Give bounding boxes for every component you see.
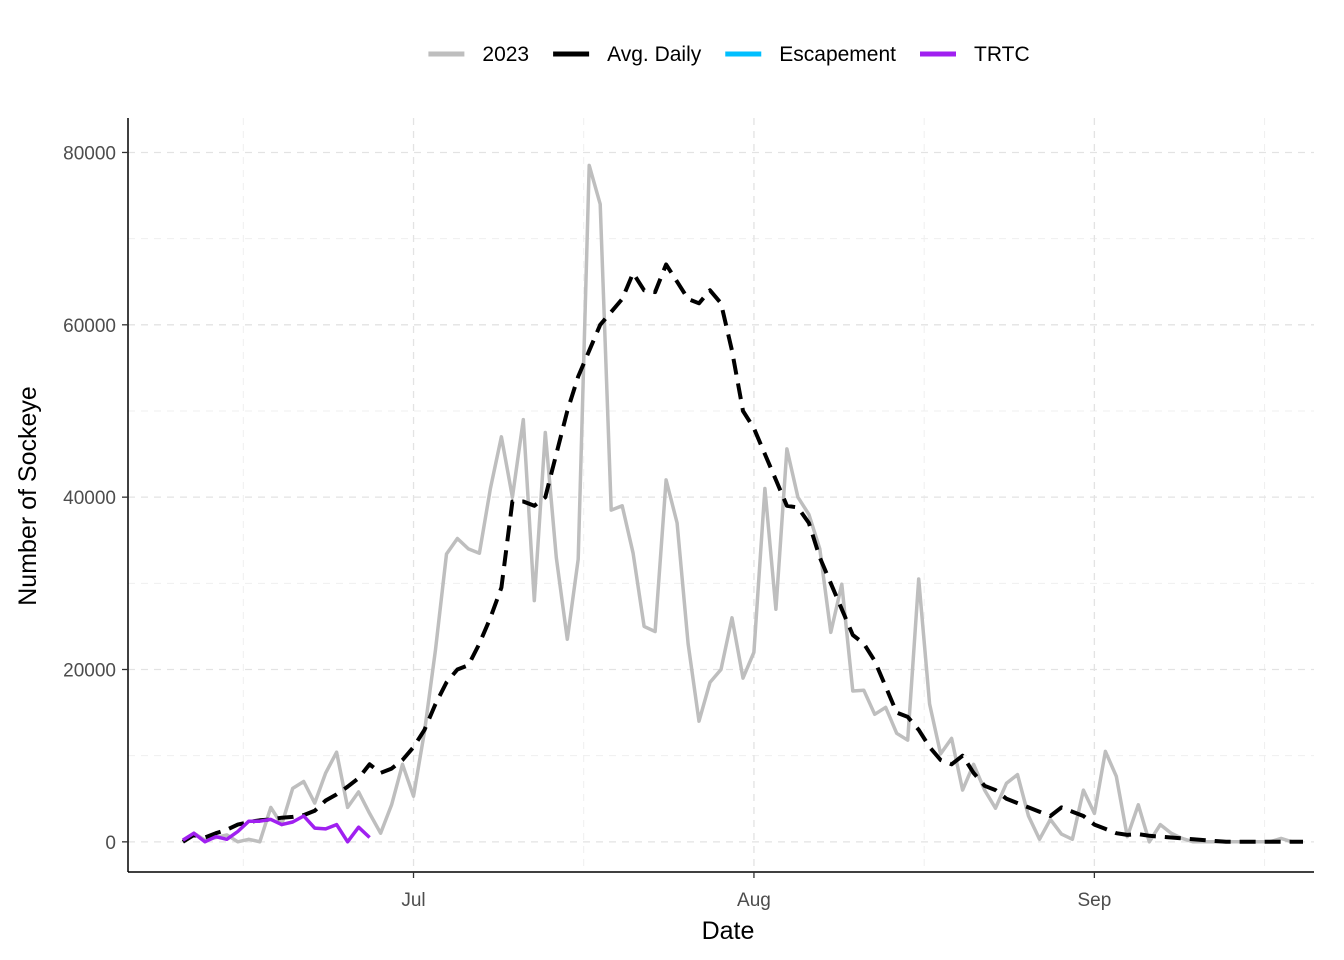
x-tick-label: Aug [737,890,771,911]
major-grid-x [412,118,1096,872]
legend-label-avg-daily: Avg. Daily [607,43,702,66]
y-axis-title: Number of Sockeye [14,386,42,606]
legend-label-escapement: Escapement [779,43,896,66]
legend-label-trtc: TRTC [974,43,1030,66]
major-grid-y [128,151,1314,843]
y-tick-label: 80000 [63,143,116,164]
minor-grid-y [128,238,1314,757]
legend-label-2023: 2023 [482,43,529,66]
series-line-2023 [181,163,1303,844]
y-axis-ticks: 0 20000 40000 60000 80000 [63,143,128,854]
series-line-avg-daily [181,262,1303,844]
minor-grid-x [242,118,1266,872]
legend: 2023 Avg. Daily Escapement TRTC [428,43,1030,66]
series-layer [181,163,1303,844]
y-tick-label: 0 [105,833,116,854]
x-axis-title: Date [702,917,755,945]
y-tick-label: 20000 [63,660,116,681]
y-tick-label: 60000 [63,316,116,337]
series-line-trtc [181,814,371,844]
x-tick-label: Sep [1077,890,1111,911]
y-tick-label: 40000 [63,488,116,509]
x-tick-label: Jul [401,890,425,911]
x-axis-ticks: Jul Aug Sep [401,872,1111,911]
